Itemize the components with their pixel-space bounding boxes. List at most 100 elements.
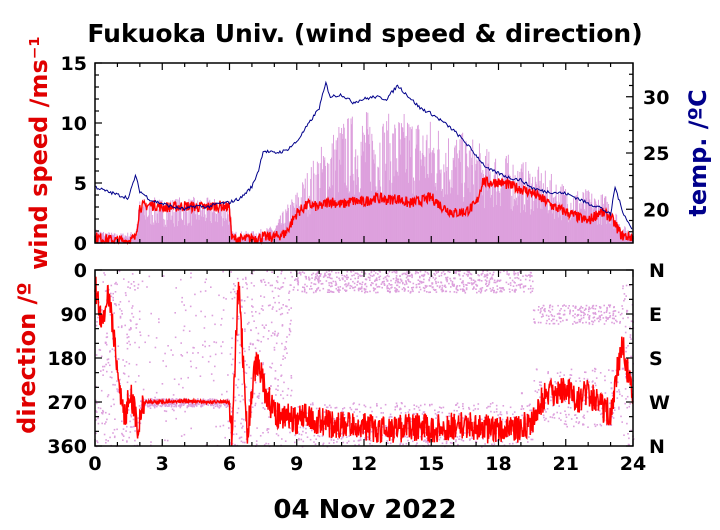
direction-sample [395, 275, 398, 277]
direction-sample [578, 421, 581, 423]
direction-sample [468, 282, 471, 284]
direction-sample [470, 282, 473, 284]
direction-sample [554, 381, 556, 383]
direction-sample [102, 411, 105, 413]
direction-sample [445, 279, 448, 281]
direction-sample [317, 280, 320, 282]
direction-sample [613, 310, 615, 312]
direction-sample [608, 402, 611, 405]
direction-sample [128, 340, 130, 343]
direction-sample [579, 320, 581, 323]
direction-sample [547, 372, 549, 375]
direction-sample [146, 286, 148, 288]
direction-sample [271, 308, 274, 310]
direction-sample [305, 278, 308, 280]
direction-sample [495, 410, 498, 413]
direction-sample [148, 402, 150, 405]
direction-sample [346, 270, 349, 273]
direction-sample [557, 304, 559, 307]
direction-sample [281, 312, 284, 315]
direction-sample [376, 279, 378, 281]
direction-sample [95, 324, 98, 327]
direction-sample [402, 272, 405, 275]
direction-sample [598, 320, 600, 323]
direction-sample [113, 436, 116, 439]
direction-sample [321, 435, 324, 437]
direction-sample [349, 406, 351, 409]
direction-sample [241, 286, 244, 288]
direction-sample [443, 285, 446, 288]
direction-sample [534, 390, 537, 392]
direction-sample [277, 276, 279, 278]
direction-sample [107, 440, 109, 442]
direction-sample [413, 404, 415, 406]
direction-sample [299, 273, 302, 276]
direction-sample [583, 312, 585, 314]
direction-sample [364, 291, 366, 294]
direction-sample [348, 435, 351, 437]
direction-sample [364, 283, 366, 286]
direction-sample [501, 418, 504, 421]
direction-sample [607, 318, 609, 320]
direction-sample [369, 277, 371, 279]
direction-x-ticks: 0 3 6 9 12 15 18 21 24 [88, 270, 646, 475]
direction-sample [541, 313, 544, 316]
direction-sample [453, 291, 456, 293]
direction-sample [446, 279, 449, 281]
direction-sample [440, 288, 443, 291]
direction-sample [482, 270, 484, 272]
direction-sample [382, 281, 384, 283]
direction-sample [523, 290, 525, 293]
direction-sample [337, 271, 340, 274]
direction-sample [463, 289, 465, 291]
direction-sample [188, 404, 190, 406]
direction-sample [116, 380, 118, 382]
direction-sample [224, 404, 226, 407]
direction-sample [129, 420, 131, 423]
direction-sample [254, 347, 257, 349]
direction-sample [579, 319, 582, 321]
direction-sample [540, 381, 542, 383]
direction-sample [350, 270, 352, 273]
y2-tick-label: 25 [643, 143, 669, 165]
direction-sample [145, 399, 147, 401]
direction-sample [436, 414, 438, 416]
direction-sample [357, 289, 360, 292]
direction-sample [548, 306, 551, 309]
direction-sample [364, 405, 367, 408]
direction-sample [466, 270, 469, 272]
direction-sample [519, 279, 522, 281]
direction-sample [220, 404, 222, 407]
direction-sample [438, 406, 441, 409]
direction-sample [538, 306, 540, 308]
direction-sample [603, 304, 605, 307]
direction-sample [311, 277, 313, 279]
direction-sample [342, 441, 345, 444]
direction-sample [343, 275, 346, 277]
direction-sample [255, 311, 257, 313]
direction-sample [409, 292, 412, 294]
direction-sample [203, 327, 206, 329]
direction-sample [627, 316, 629, 319]
direction-sample [625, 398, 627, 400]
direction-sample [96, 411, 98, 413]
direction-sample [578, 377, 581, 379]
y2-tick-label: 30 [643, 87, 669, 109]
direction-sample [155, 337, 158, 339]
direction-sample [395, 272, 398, 274]
direction-sample [588, 315, 591, 317]
direction-sample [417, 279, 420, 281]
direction-sample [575, 421, 578, 423]
compass-label: E [649, 304, 662, 326]
direction-sample [546, 319, 548, 322]
direction-sample [584, 403, 586, 405]
direction-sample [517, 284, 520, 286]
direction-sample [361, 283, 363, 286]
direction-sample [277, 332, 280, 335]
direction-sample [116, 388, 118, 390]
direction-sample [299, 272, 302, 274]
direction-sample [487, 285, 489, 287]
direction-sample [594, 313, 597, 315]
direction-sample [489, 287, 492, 290]
direction-sample [242, 425, 244, 428]
